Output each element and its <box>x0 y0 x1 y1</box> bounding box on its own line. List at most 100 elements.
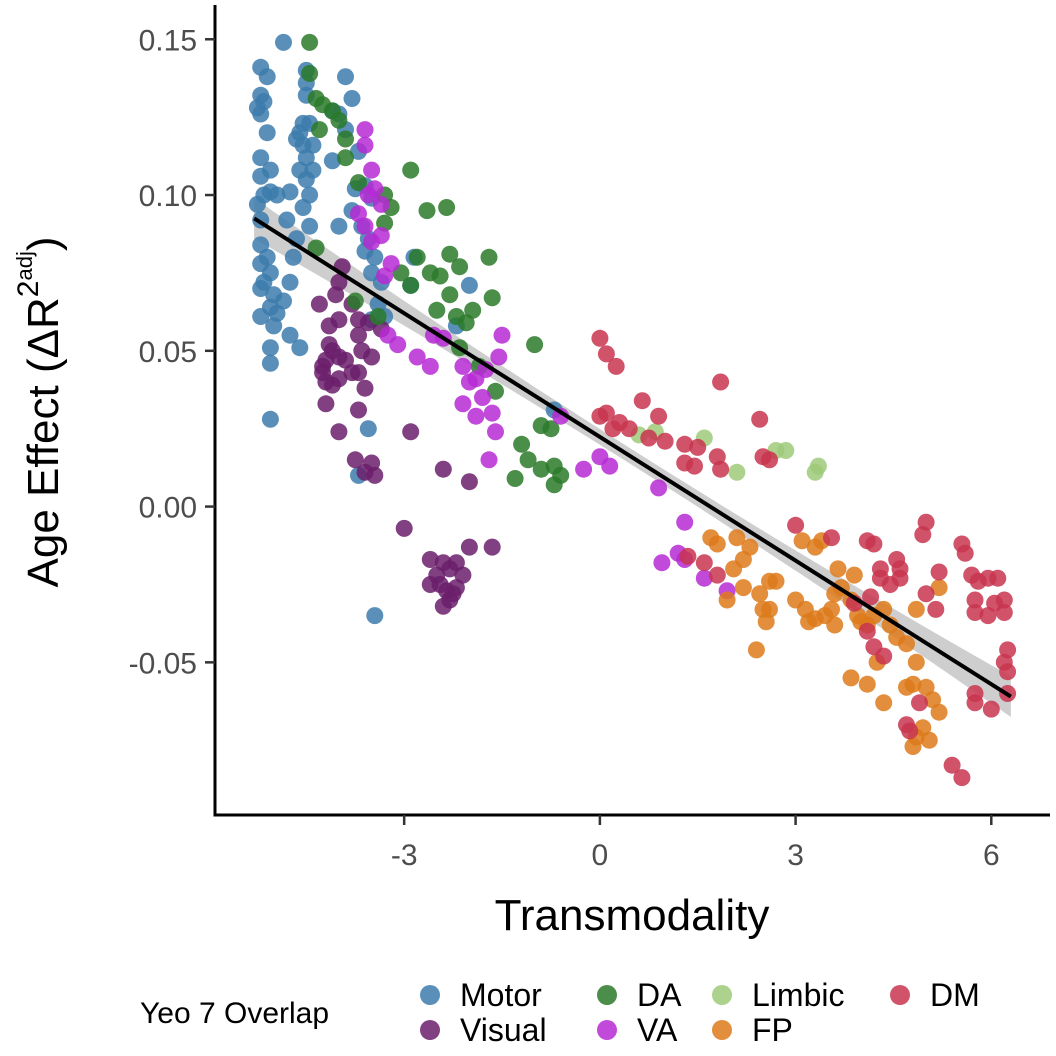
data-point <box>989 569 1007 587</box>
data-point <box>454 395 472 413</box>
data-point <box>408 248 426 266</box>
legend-swatch <box>712 985 732 1005</box>
data-point <box>597 404 615 422</box>
series-va <box>350 121 736 600</box>
axes-layer: -3 0 3 6 -0.05 0.00 0.05 0.10 0.15 <box>129 5 1050 872</box>
data-point <box>865 638 883 656</box>
data-point <box>787 516 805 534</box>
data-point <box>506 470 524 487</box>
data-point <box>620 420 638 438</box>
data-point <box>982 700 1000 718</box>
data-point <box>604 420 622 438</box>
data-point <box>966 591 984 609</box>
data-point <box>248 195 266 213</box>
data-point <box>911 694 928 712</box>
data-point <box>359 420 377 438</box>
data-point <box>597 345 615 363</box>
data-point <box>591 329 609 347</box>
data-point <box>451 258 469 276</box>
data-point <box>294 199 312 216</box>
series-dm <box>591 329 1017 787</box>
data-point <box>421 576 439 593</box>
data-point <box>483 289 501 307</box>
data-point <box>679 547 697 565</box>
series-fp <box>702 529 948 755</box>
data-point <box>359 186 377 204</box>
data-point <box>552 466 570 484</box>
data-point <box>532 460 550 478</box>
data-point <box>858 675 876 693</box>
data-point <box>676 513 694 531</box>
data-point <box>395 519 413 537</box>
data-point <box>389 336 407 354</box>
data-point <box>695 554 713 572</box>
x-axis-title: Transmodality <box>495 891 770 940</box>
y-tick-label: 0.00 <box>139 492 197 525</box>
data-point <box>307 239 325 257</box>
y-tick-label: 0.05 <box>139 336 197 369</box>
data-point <box>330 111 348 129</box>
data-point <box>434 460 452 478</box>
y-tick-label: 0.10 <box>139 180 197 213</box>
data-point <box>552 407 570 425</box>
data-point <box>330 217 348 235</box>
data-point <box>421 551 439 568</box>
legend-swatch <box>420 1020 440 1040</box>
data-point <box>356 463 374 481</box>
legend-label: Motor <box>460 977 542 1013</box>
data-point <box>330 423 348 441</box>
data-point <box>751 585 769 603</box>
data-point <box>865 535 883 553</box>
data-point <box>372 195 390 213</box>
legend-swatch <box>712 1020 732 1040</box>
data-point <box>460 538 478 556</box>
regression-line-layer <box>253 216 1012 699</box>
data-point <box>956 544 974 562</box>
data-point <box>487 423 504 441</box>
data-point <box>695 569 713 587</box>
data-point <box>493 326 511 344</box>
data-point <box>708 535 726 553</box>
data-point <box>793 532 811 550</box>
data-point <box>927 600 945 618</box>
data-point <box>829 560 847 578</box>
data-point <box>431 267 449 285</box>
data-point <box>718 591 736 609</box>
data-point <box>454 357 472 375</box>
x-tick-label: 6 <box>983 839 1000 872</box>
data-point <box>350 205 367 223</box>
data-point <box>363 233 381 251</box>
data-point <box>845 566 863 584</box>
data-point <box>291 339 309 357</box>
legend-title: Yeo 7 Overlap <box>140 997 329 1030</box>
data-point <box>930 703 948 721</box>
data-point <box>966 604 984 621</box>
data-point <box>278 211 296 229</box>
data-point <box>301 217 319 235</box>
data-point <box>734 579 752 597</box>
data-point <box>457 314 475 332</box>
data-point <box>513 435 531 453</box>
data-point <box>301 186 319 204</box>
data-point <box>337 149 354 167</box>
x-tick-label: -3 <box>391 839 418 872</box>
y-axis-title: Age Effect (ΔR2adj) <box>12 237 68 588</box>
data-point <box>275 33 292 51</box>
legend-item-dm: DM <box>890 977 980 1013</box>
x-tick-label: 0 <box>592 839 609 872</box>
data-point <box>823 529 840 547</box>
data-point <box>408 348 426 366</box>
data-point <box>356 136 374 154</box>
series-da <box>301 33 570 494</box>
data-point <box>519 451 537 469</box>
data-point <box>320 317 338 335</box>
data-point <box>777 442 795 459</box>
y-tick-label: 0.15 <box>139 24 197 57</box>
y-axis-title-sup: 2 <box>12 281 45 298</box>
data-point <box>369 308 387 325</box>
data-points-layer <box>248 33 1017 787</box>
data-point <box>346 451 364 469</box>
data-point <box>376 267 394 285</box>
